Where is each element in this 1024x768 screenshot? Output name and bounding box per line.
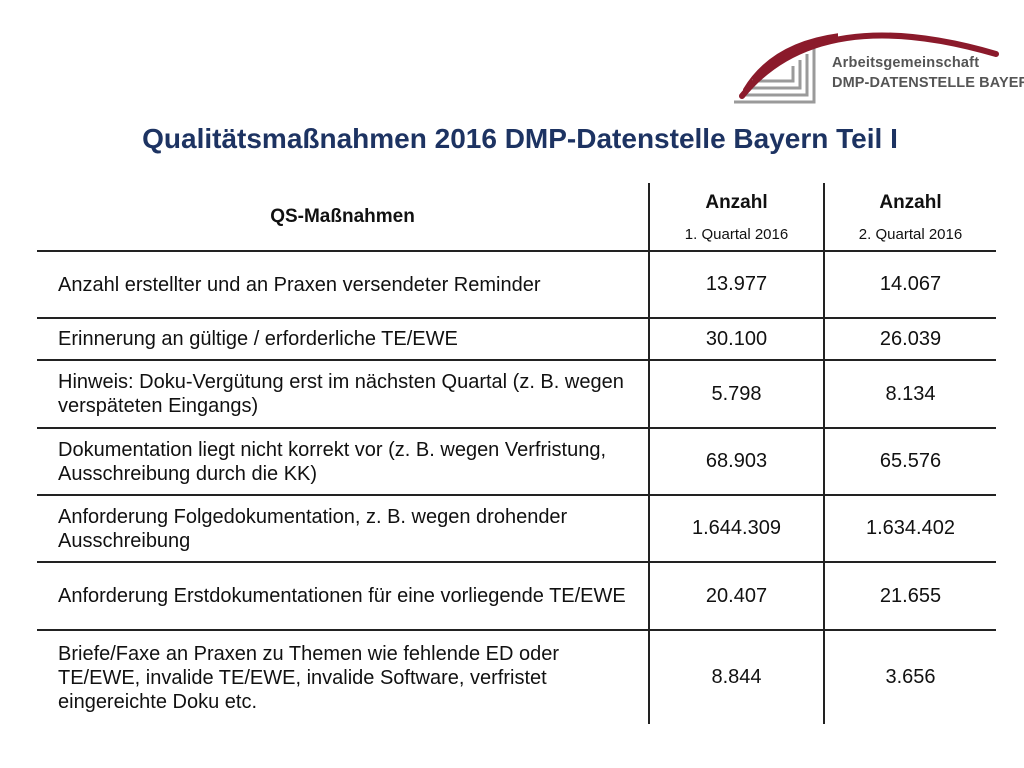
header-quarter-2-title: Anzahl: [879, 191, 942, 213]
qs-measures-table: QS-Maßnahmen Anzahl 1. Quartal 2016 Anza…: [37, 183, 996, 724]
header-quarter-2: Anzahl 2. Quartal 2016: [823, 183, 996, 252]
logo-graphic: [734, 33, 838, 104]
row-label: Anforderung Folgedokumentation, z. B. we…: [37, 495, 649, 563]
table-row: Briefe/Faxe an Praxen zu Themen wie fehl…: [37, 630, 996, 724]
row-value-q1: 1.644.309: [648, 495, 824, 563]
table-row: Anforderung Folgedokumentation, z. B. we…: [37, 495, 996, 563]
row-value-q1: 20.407: [648, 562, 824, 631]
table-row: Erinnerung an gültige / erforderliche TE…: [37, 318, 996, 361]
header-quarter-1: Anzahl 1. Quartal 2016: [648, 183, 824, 252]
row-value-q2: 3.656: [823, 630, 996, 724]
table-header-row: QS-Maßnahmen Anzahl 1. Quartal 2016 Anza…: [37, 183, 996, 252]
logo-text-line1: Arbeitsgemeinschaft: [832, 55, 980, 71]
organization-logo: Arbeitsgemeinschaft DMP-DATENSTELLE BAYE…: [728, 8, 1024, 108]
row-label: Dokumentation liegt nicht korrekt vor (z…: [37, 428, 649, 496]
row-label: Briefe/Faxe an Praxen zu Themen wie fehl…: [58, 642, 560, 713]
logo-lines: [734, 48, 816, 104]
row-label: Hinweis: Doku-Vergütung erst im nächsten…: [37, 360, 649, 429]
row-value-q1: 8.844: [648, 630, 824, 724]
header-quarter-1-title: Anzahl: [705, 191, 768, 213]
page-title: Qualitätsmaßnahmen 2016 DMP-Datenstelle …: [142, 123, 898, 154]
row-value-q2: 1.634.402: [823, 495, 996, 563]
header-qs-measures: QS-Maßnahmen: [37, 183, 649, 252]
row-value-q2: 65.576: [823, 428, 996, 496]
row-value-q1: 13.977: [648, 251, 824, 319]
table-row: Hinweis: Doku-Vergütung erst im nächsten…: [37, 360, 996, 429]
logo-arc-overlay: [739, 32, 999, 99]
row-value-q1: 5.798: [648, 360, 824, 429]
header-quarter-2-subtitle: 2. Quartal 2016: [858, 225, 963, 243]
logo-arc: [743, 33, 838, 93]
row-label: Erinnerung an gültige / erforderliche TE…: [37, 318, 649, 361]
row-value-q1: 68.903: [648, 428, 824, 496]
row-value-q1: 30.100: [648, 318, 824, 361]
table-row: Anzahl erstellter und an Praxen versende…: [37, 251, 996, 319]
table-row: Dokumentation liegt nicht korrekt vor (z…: [37, 428, 996, 496]
header-quarter-1-subtitle: 1. Quartal 2016: [684, 225, 789, 243]
row-label: Anforderung Erstdokumentationen für eine…: [37, 562, 649, 631]
table-row: Anforderung Erstdokumentationen für eine…: [37, 562, 996, 631]
row-value-q2: 26.039: [823, 318, 996, 361]
row-value-q2: 14.067: [823, 251, 996, 319]
row-label: Anzahl erstellter und an Praxen versende…: [37, 251, 649, 319]
logo-text-line2: DMP-DATENSTELLE BAYERN: [832, 75, 1024, 91]
row-value-q2: 21.655: [823, 562, 996, 631]
row-value-q2: 8.134: [823, 360, 996, 429]
